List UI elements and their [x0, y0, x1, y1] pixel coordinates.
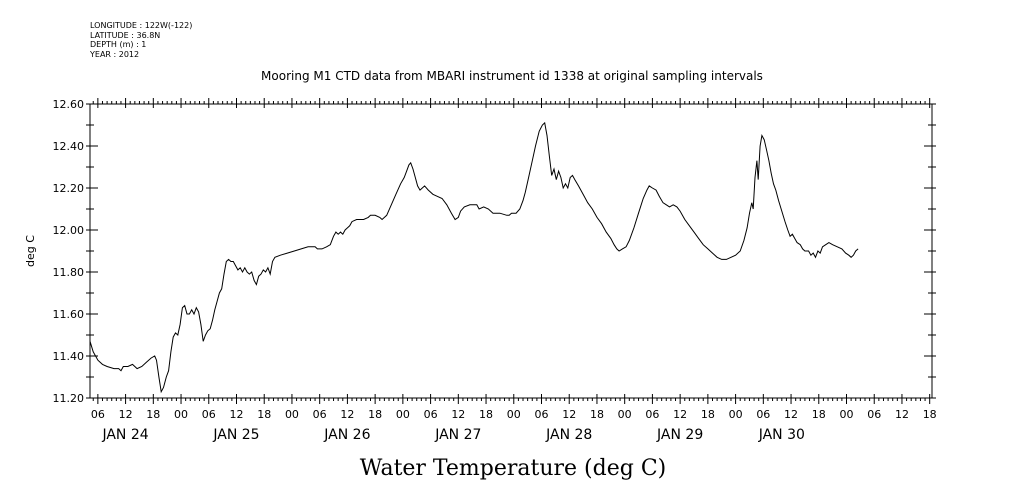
x-tick-label: 06 — [645, 408, 659, 421]
axis-ticks — [86, 98, 936, 404]
y-tick-labels: 11.20 11.40 11.60 11.80 12.00 12.20 12.40 12.60 — [53, 98, 85, 405]
x-tick-label: 00 — [285, 408, 299, 421]
y-axis-label: deg C — [24, 235, 37, 267]
day-label: JAN 24 — [101, 427, 148, 443]
x-tick-label: 00 — [729, 408, 743, 421]
x-tick-label: 18 — [812, 408, 826, 421]
x-tick-label: 06 — [424, 408, 438, 421]
x-tick-label: 18 — [368, 408, 382, 421]
x-tick-label: 18 — [923, 408, 937, 421]
x-tick-label: 18 — [701, 408, 715, 421]
x-tick-label: 06 — [867, 408, 881, 421]
chart-title: Mooring M1 CTD data from MBARI instrumen… — [261, 69, 763, 83]
x-tick-label: 00 — [396, 408, 410, 421]
x-tick-label: 12 — [784, 408, 798, 421]
x-tick-label: 12 — [895, 408, 909, 421]
x-tick-label: 00 — [174, 408, 188, 421]
plot-frame — [89, 103, 933, 399]
x-tick-label: 06 — [202, 408, 216, 421]
y-tick-label: 11.80 — [53, 266, 85, 279]
x-tick-label: 12 — [562, 408, 576, 421]
day-label: JAN 25 — [212, 427, 259, 443]
metadata-block: LONGITUDE : 122W(-122) LATITUDE : 36.8N … — [90, 21, 192, 59]
y-tick-label: 12.00 — [53, 224, 85, 237]
day-label: JAN 29 — [656, 427, 703, 443]
x-tick-label: 12 — [229, 408, 243, 421]
x-tick-label: 06 — [313, 408, 327, 421]
x-tick-label: 00 — [507, 408, 521, 421]
x-tick-label: 18 — [479, 408, 493, 421]
x-tick-label: 12 — [340, 408, 354, 421]
x-tick-label: 12 — [119, 408, 133, 421]
x-tick-label: 06 — [756, 408, 770, 421]
year-text: YEAR : 2012 — [90, 49, 140, 59]
latitude-text: LATITUDE : 36.8N — [90, 30, 161, 40]
day-label: JAN 27 — [434, 427, 481, 443]
x-tick-label: 18 — [590, 408, 604, 421]
x-tick-label: 00 — [840, 408, 854, 421]
day-labels: JAN 24 JAN 25 JAN 26 JAN 27 JAN 28 JAN 29 JAN … — [101, 427, 804, 443]
y-tick-label: 11.40 — [53, 350, 85, 363]
x-tick-label: 06 — [91, 408, 105, 421]
x-tick-label: 18 — [146, 408, 160, 421]
y-tick-label: 11.20 — [53, 392, 85, 405]
day-label: JAN 28 — [545, 427, 592, 443]
y-tick-label: 12.40 — [53, 140, 85, 153]
depth-text: DEPTH (m) : 1 — [90, 40, 147, 49]
x-tick-labels: 06 12 18 00 06 12 18 00 06 12 18 00 06 12 18 00 06 12 18 00… — [91, 408, 937, 421]
x-tick-label: 18 — [257, 408, 271, 421]
y-tick-label: 11.60 — [53, 308, 85, 321]
x-tick-label: 12 — [451, 408, 465, 421]
temperature-series-line — [89, 121, 859, 394]
y-tick-label: 12.60 — [53, 98, 85, 111]
x-tick-label: 12 — [673, 408, 687, 421]
day-label: JAN 26 — [323, 427, 370, 443]
day-label: JAN 30 — [758, 427, 805, 443]
x-tick-label: 00 — [618, 408, 632, 421]
x-tick-label: 06 — [535, 408, 549, 421]
y-tick-label: 12.20 — [53, 182, 85, 195]
longitude-text: LONGITUDE : 122W(-122) — [90, 21, 193, 30]
x-axis-label: Water Temperature (deg C) — [360, 456, 667, 481]
